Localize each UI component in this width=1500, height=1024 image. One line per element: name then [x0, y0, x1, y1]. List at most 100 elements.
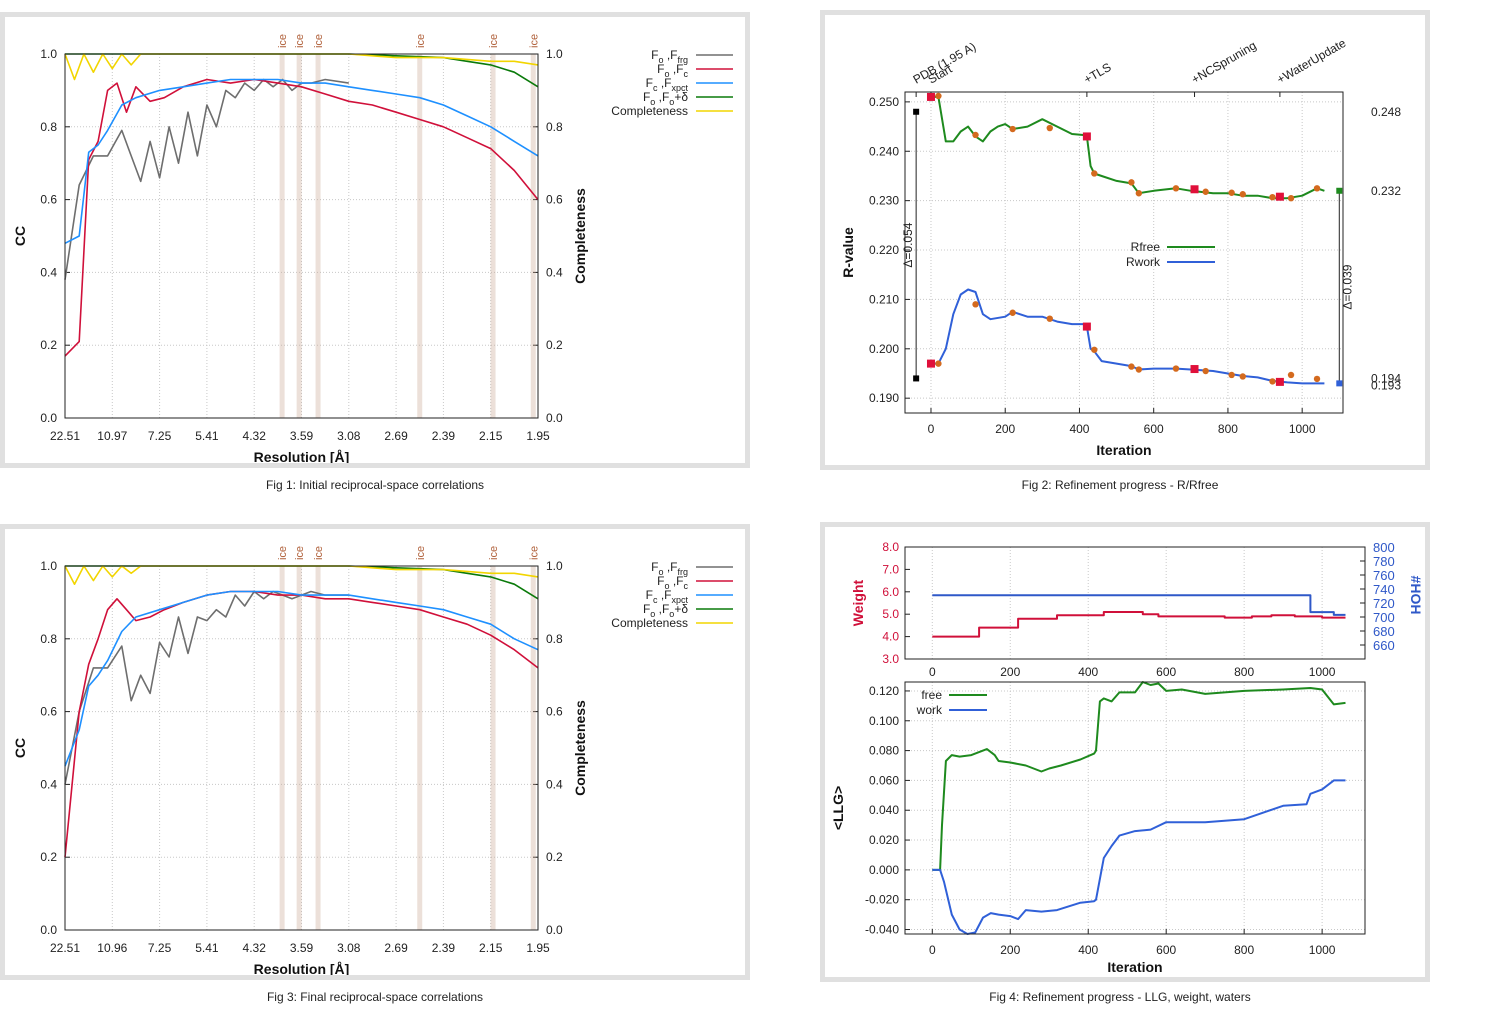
x-tick-label: 0 — [929, 665, 936, 679]
checkpoint-marker — [1009, 125, 1016, 133]
ice-ring-band — [279, 566, 285, 930]
x-tick-label: 800 — [1234, 943, 1254, 957]
series-line-blue — [64, 78, 539, 245]
legend-label: Fo ,Fo+δ — [643, 602, 688, 619]
y-tick-label: 0.8 — [40, 632, 57, 646]
x-tick-label: 7.25 — [148, 429, 172, 443]
legend-label: Fc ,Fxpct — [646, 76, 689, 93]
ice-label: ice — [277, 34, 289, 48]
legend-label: Fo ,Ffrg — [651, 560, 688, 577]
x-tick-label: 200 — [995, 422, 1015, 436]
y2-tick-label: 0.6 — [546, 193, 563, 207]
y-tick-label: 0.210 — [869, 292, 899, 306]
checkpoint-marker — [1287, 194, 1295, 202]
x-tick-label: 400 — [1069, 422, 1089, 436]
checkpoint-marker — [1228, 371, 1235, 379]
y2-tick-label: 1.0 — [546, 47, 563, 61]
legend-label: free — [921, 688, 942, 702]
checkpoint-marker — [1172, 185, 1180, 192]
x-tick-label: 1.95 — [526, 941, 550, 955]
top-label: +WaterUpdate — [1274, 36, 1348, 87]
x-tick-label: 800 — [1234, 665, 1254, 679]
series-line-hoh — [932, 594, 1346, 616]
x-tick-label: 2.69 — [384, 429, 408, 443]
checkpoint-marker — [1135, 366, 1143, 373]
y-tick-label: -0.020 — [865, 893, 899, 907]
checkpoint-marker — [1313, 185, 1321, 192]
y2-tick-label: 0.4 — [546, 265, 563, 279]
right-value-label: 0.193 — [1371, 378, 1401, 392]
x-tick-label: 2.69 — [384, 941, 408, 955]
series-line-red — [64, 78, 539, 357]
y-tick-label: 0.250 — [869, 95, 899, 109]
plot-frame — [904, 91, 1344, 414]
x-tick-label: 5.41 — [195, 941, 219, 955]
milestone-marker — [1082, 322, 1091, 331]
end-marker — [1336, 187, 1343, 194]
checkpoint-marker — [972, 131, 979, 139]
legend-label: Fc ,Fxpct — [646, 588, 689, 605]
series-line-grey — [64, 590, 349, 785]
ice-label: ice — [313, 546, 325, 560]
figure-1-panel: 0.0 0.0 0.2 0.2 0.4 0.4 0.6 0.6 0.8 0.8 1.0 1.0 22.5… — [0, 12, 750, 468]
right-value-label: 0.248 — [1371, 105, 1401, 119]
milestone-marker — [926, 359, 935, 368]
x-tick-label: 4.32 — [243, 941, 267, 955]
y-tick-label: 0.200 — [869, 342, 899, 356]
checkpoint-marker — [972, 301, 979, 308]
ice-label: ice — [415, 34, 427, 48]
weight-tick-label: 4.0 — [882, 630, 899, 644]
x-axis-label: Iteration — [1107, 959, 1162, 975]
milestone-marker — [1190, 185, 1199, 194]
checkpoint-marker — [1128, 179, 1135, 186]
milestone-marker — [1275, 192, 1284, 201]
ice-label: ice — [294, 34, 306, 48]
checkpoint-marker — [1269, 193, 1276, 201]
y-tick-label: 0.100 — [869, 714, 899, 728]
ice-label: ice — [528, 546, 540, 560]
x-tick-label: 22.51 — [50, 429, 80, 443]
checkpoint-marker — [1239, 191, 1246, 198]
y2-tick-label: 0.2 — [546, 338, 563, 352]
y-tick-label: 0.220 — [869, 243, 899, 257]
hoh-tick-label: 780 — [1373, 554, 1395, 569]
checkpoint-marker — [1091, 346, 1098, 353]
ice-label: ice — [415, 546, 427, 560]
x-tick-label: 1.95 — [526, 429, 550, 443]
y2-axis-label: Completeness — [572, 700, 588, 796]
x-tick-label: 600 — [1156, 665, 1176, 679]
series-line-work — [932, 779, 1346, 935]
ice-ring-band — [530, 566, 536, 930]
x-tick-label: 200 — [1000, 665, 1020, 679]
y2-tick-label: 0.2 — [546, 850, 563, 864]
legend-label: Fo ,Ffrg — [651, 48, 688, 65]
legend-label: Completeness — [611, 104, 688, 118]
legend-label: Fo ,Fo+δ — [643, 90, 688, 107]
weight-tick-label: 3.0 — [882, 652, 899, 666]
x-tick-label: 200 — [1000, 943, 1020, 957]
checkpoint-marker — [1009, 309, 1016, 316]
checkpoint-marker — [1046, 124, 1053, 132]
milestone-marker — [1190, 365, 1199, 374]
x-tick-label: 2.15 — [479, 941, 503, 955]
ice-ring-band — [279, 54, 285, 418]
x-tick-label: 4.32 — [243, 429, 267, 443]
x-tick-label: 800 — [1218, 422, 1238, 436]
top-label: +TLS — [1081, 60, 1113, 87]
figure-2-caption: Fig 2: Refinement progress - R/Rfree — [1021, 478, 1219, 492]
legend-label: Rfree — [1131, 240, 1161, 254]
y-tick-label: 1.0 — [40, 47, 57, 61]
series-line-rwork — [931, 288, 1325, 385]
x-tick-label: 1000 — [1309, 665, 1336, 679]
figure-2-panel: 0.190 0.200 0.210 0.220 0.230 0.240 0.250 0 200 4… — [820, 10, 1430, 470]
end-marker — [1336, 380, 1343, 387]
y-tick-label: 0.020 — [869, 833, 899, 847]
figure-3-caption: Fig 3: Final reciprocal-space correlatio… — [266, 990, 484, 1004]
y-tick-label: 0.4 — [40, 777, 57, 791]
x-tick-label: 0 — [928, 422, 935, 436]
weight-tick-label: 8.0 — [882, 540, 899, 554]
checkpoint-marker — [1269, 378, 1276, 385]
legend-label: work — [916, 703, 943, 717]
hoh-tick-label: 740 — [1373, 582, 1395, 597]
x-tick-label: 3.08 — [337, 429, 361, 443]
